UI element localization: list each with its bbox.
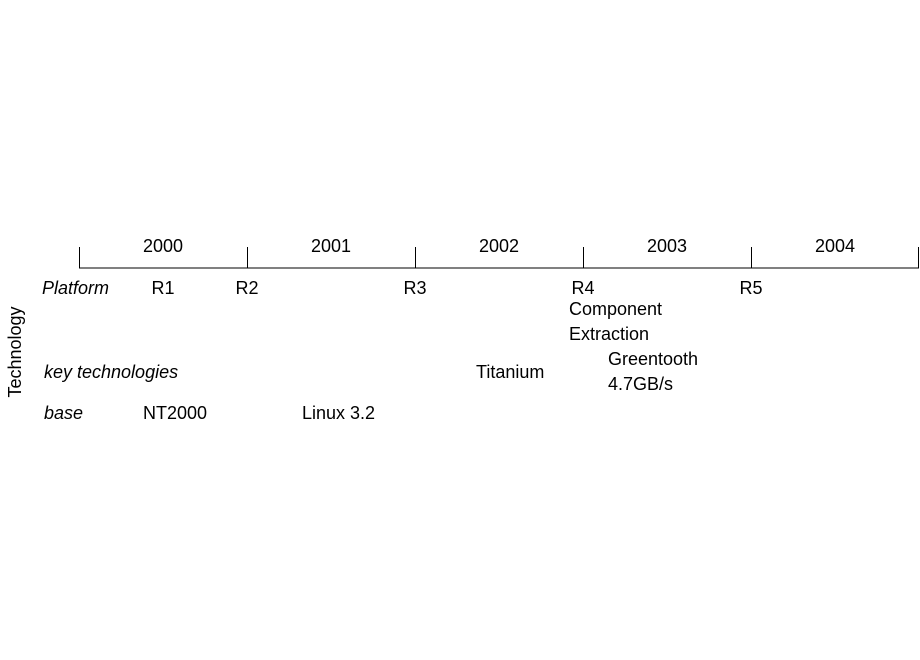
year-label: 2004	[815, 236, 855, 256]
item: Linux 3.2	[302, 403, 375, 423]
item: NT2000	[143, 403, 207, 423]
item: Titanium	[476, 362, 544, 382]
year-label: 2000	[143, 236, 183, 256]
item: R4	[571, 278, 594, 298]
row-label: key technologies	[44, 362, 178, 382]
item: R2	[235, 278, 258, 298]
item: Greentooth	[608, 349, 698, 369]
item: Extraction	[569, 324, 649, 344]
item: R5	[739, 278, 762, 298]
item: R1	[151, 278, 174, 298]
year-label: 2003	[647, 236, 687, 256]
year-label: 2002	[479, 236, 519, 256]
side-label: Technology	[5, 306, 25, 397]
item: Component	[569, 299, 662, 319]
row-label: Platform	[42, 278, 109, 298]
year-label: 2001	[311, 236, 351, 256]
row-label: base	[44, 403, 83, 423]
item: 4.7GB/s	[608, 374, 673, 394]
item: R3	[403, 278, 426, 298]
